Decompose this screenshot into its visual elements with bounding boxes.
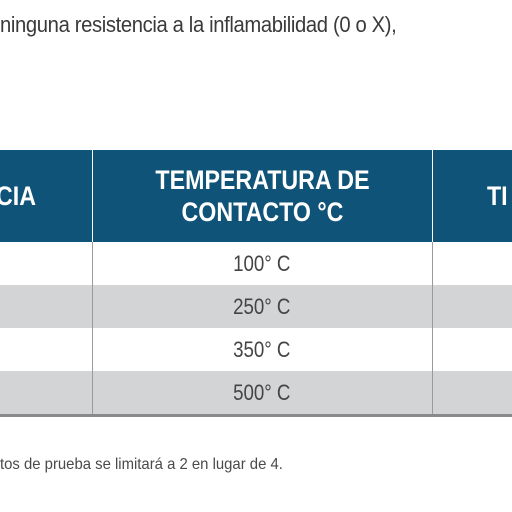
- table-cell-last: [432, 285, 512, 328]
- table-row: 250° C: [0, 285, 512, 328]
- header-cell-time: TI: [432, 150, 512, 242]
- temperature-value: 250° C: [233, 293, 291, 319]
- table-cell-temperature: 250° C: [92, 285, 433, 328]
- table-cell-temperature: 100° C: [92, 242, 433, 285]
- table-cell-temperature: 500° C: [92, 371, 433, 417]
- header-label-line-2: CONTACTO °C: [181, 197, 343, 227]
- header-cell-frequency: CIA: [0, 150, 93, 242]
- header-label-frequency: CIA: [0, 181, 36, 211]
- table-cell-last: [432, 371, 512, 417]
- table-cell-first: [0, 328, 93, 371]
- contact-temperature-table: CIA TEMPERATURA DE CONTACTO °C TI 100° C: [0, 150, 512, 417]
- table-cell-first: [0, 371, 93, 417]
- temperature-value: 500° C: [233, 379, 291, 405]
- table-row: 100° C: [0, 242, 512, 285]
- table-cell-last: [432, 242, 512, 285]
- table-header-row: CIA TEMPERATURA DE CONTACTO °C TI: [0, 150, 512, 242]
- header-label-contact-temperature: TEMPERATURA DE CONTACTO °C: [155, 164, 369, 228]
- table-cell-last: [432, 328, 512, 371]
- table-cell-first: [0, 242, 93, 285]
- table-cell-first: [0, 285, 93, 328]
- temperature-value: 100° C: [233, 250, 291, 276]
- table-row: 350° C: [0, 328, 512, 371]
- intro-text: ninguna resistencia a la inflamabilidad …: [0, 12, 397, 37]
- footnote: tos de prueba se limitará a 2 en lugar d…: [0, 456, 283, 473]
- table-cell-temperature: 350° C: [92, 328, 433, 371]
- header-label-time: TI: [486, 181, 508, 211]
- header-cell-contact-temperature: TEMPERATURA DE CONTACTO °C: [92, 150, 433, 242]
- table-row: 500° C: [0, 371, 512, 417]
- header-label-line-1: TEMPERATURA DE: [154, 165, 370, 195]
- temperature-value: 350° C: [233, 336, 291, 362]
